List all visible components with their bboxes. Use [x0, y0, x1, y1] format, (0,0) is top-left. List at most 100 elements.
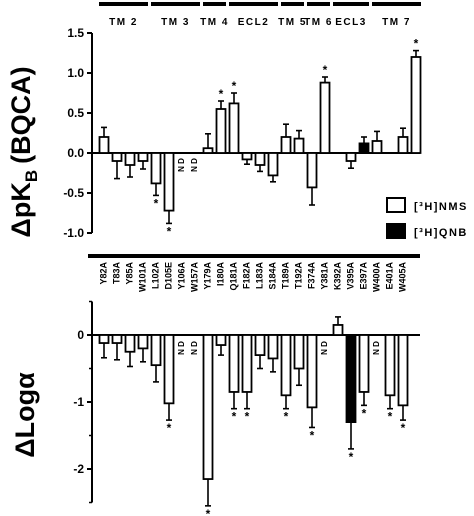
- bottom-significance-star: *: [362, 406, 367, 420]
- bottom-significance-star: *: [310, 428, 315, 442]
- bottom-significance-star: *: [388, 410, 393, 424]
- bottom-significance-star: *: [401, 421, 406, 435]
- bottom-y-tick-label: -1: [73, 395, 84, 409]
- bottom-bar: [124, 334, 136, 353]
- category-label: T189A: [280, 262, 290, 290]
- top-bar: [241, 152, 253, 161]
- top-y-tick-label: 0.0: [67, 146, 84, 160]
- category-label: W101A: [137, 262, 147, 293]
- top-bar: [124, 152, 136, 166]
- bottom-bar: [254, 334, 266, 357]
- region-label: TM 6: [304, 17, 333, 28]
- category-label: E401A: [384, 262, 394, 290]
- bottom-significance-star: *: [284, 410, 289, 424]
- top-bar: [397, 136, 409, 154]
- bottom-nd-label: N D: [320, 341, 329, 355]
- region-label: ECL2: [238, 17, 270, 28]
- top-significance-star: *: [167, 224, 172, 238]
- top-significance-star: *: [219, 87, 224, 101]
- top-bar: [319, 81, 331, 154]
- bottom-nd-label: N D: [372, 341, 381, 355]
- bottom-bar: [332, 324, 344, 336]
- category-label: S184A: [267, 262, 277, 290]
- top-y-tick-label: -1.0: [63, 226, 84, 240]
- category-label: W157A: [189, 262, 199, 293]
- bottom-bar: [280, 334, 292, 397]
- category-label: W400A: [371, 262, 381, 293]
- bottom-bar: [306, 334, 318, 409]
- category-label: V395A: [345, 262, 355, 290]
- category-label: T83A: [111, 262, 121, 285]
- category-label: W405A: [397, 262, 407, 293]
- region-label: ECL3: [335, 17, 367, 28]
- bottom-nd-label: N D: [177, 341, 186, 355]
- legend-nms-label: [³H]NMS: [414, 201, 468, 213]
- top-bar: [306, 152, 318, 189]
- region-label: TM 7: [382, 17, 411, 28]
- category-label: Y179A: [202, 262, 212, 290]
- bottom-significance-star: *: [167, 421, 172, 435]
- bottom-y-tick-label: 0: [77, 328, 84, 342]
- category-label: T192A: [293, 262, 303, 290]
- category-label: Q181A: [228, 262, 238, 291]
- legend-qnb-label: [³H]QNB: [414, 227, 468, 239]
- top-bar: [410, 56, 422, 154]
- top-bar: [293, 137, 305, 154]
- bottom-bar: [384, 334, 396, 397]
- legend: [³H]NMS [³H]QNB: [386, 197, 468, 239]
- top-bar: [98, 136, 110, 154]
- ylabel-paren: (BQCA): [6, 66, 36, 163]
- region-label: TM 2: [109, 17, 138, 28]
- category-labels: Y82A T83A Y85A W101A L102A D105E Y106A W157A Y17…: [98, 262, 407, 293]
- top-bar: [111, 152, 123, 162]
- top-significance-star: *: [232, 79, 237, 93]
- top-y-axis-label: ΔpKB (BQCA): [6, 66, 41, 237]
- bottom-panel: -2 -1 0 * N D N D * * * * * N D * * N D * * ΔLogα: [10, 300, 420, 516]
- category-label: Y381A: [319, 262, 329, 290]
- category-label: I180A: [215, 262, 225, 287]
- bottom-y-tick-label: -2: [73, 462, 84, 476]
- bottom-bar: [397, 334, 409, 407]
- bottom-bar: [163, 334, 175, 405]
- top-bar: [254, 152, 266, 166]
- ylabel-subscript: B: [22, 170, 41, 182]
- legend-nms-swatch: [386, 197, 406, 213]
- top-bar: [137, 152, 149, 162]
- ylabel-main: ΔpK: [6, 182, 36, 238]
- region-labels: TM 2 TM 3 TM 4 ECL2 TM 5TM 6 ECL3 TM 7: [109, 17, 411, 28]
- top-bar: [215, 108, 227, 154]
- bottom-bar: [98, 334, 110, 344]
- legend-qnb-swatch: [386, 223, 406, 239]
- bottom-bar: [228, 334, 240, 393]
- bottom-significance-star: *: [206, 507, 211, 516]
- bottom-bar: [293, 334, 305, 370]
- top-bar: [267, 152, 279, 177]
- category-label: Y82A: [98, 262, 108, 285]
- top-nd-label: N D: [177, 158, 186, 172]
- top-plot-area: -1.0 -0.5 0.0 0.5 1.0 1.5 * * N D N D * * * *: [63, 26, 422, 240]
- bottom-significance-star: *: [245, 410, 250, 424]
- bottom-bar: [150, 334, 162, 367]
- category-label: D105E: [163, 262, 173, 290]
- top-nd-label: N D: [190, 158, 199, 172]
- region-label: TM 3: [161, 17, 190, 28]
- bottom-significance-star: *: [232, 410, 237, 424]
- top-significance-star: *: [154, 196, 159, 210]
- bottom-bar: [345, 334, 357, 423]
- top-bar: [228, 102, 240, 154]
- top-significance-star: *: [414, 37, 419, 51]
- top-bar: [371, 140, 383, 154]
- category-label: Y85A: [124, 262, 134, 285]
- category-label: F374A: [306, 262, 316, 290]
- top-bar: [202, 147, 214, 154]
- top-y-tick-label: -0.5: [63, 186, 84, 200]
- bottom-plot-area: -2 -1 0 * N D N D * * * * * N D * * N D * *: [73, 300, 420, 516]
- bottom-bar: [215, 334, 227, 346]
- region-label: TM 4: [200, 17, 229, 28]
- bottom-bar: [241, 334, 253, 393]
- top-y-tick-label: 1.0: [67, 66, 84, 80]
- category-label: E397A: [358, 262, 368, 290]
- top-y-tick-label: 0.5: [67, 106, 84, 120]
- top-bar: [150, 152, 162, 185]
- region-label: TM 5: [278, 17, 307, 28]
